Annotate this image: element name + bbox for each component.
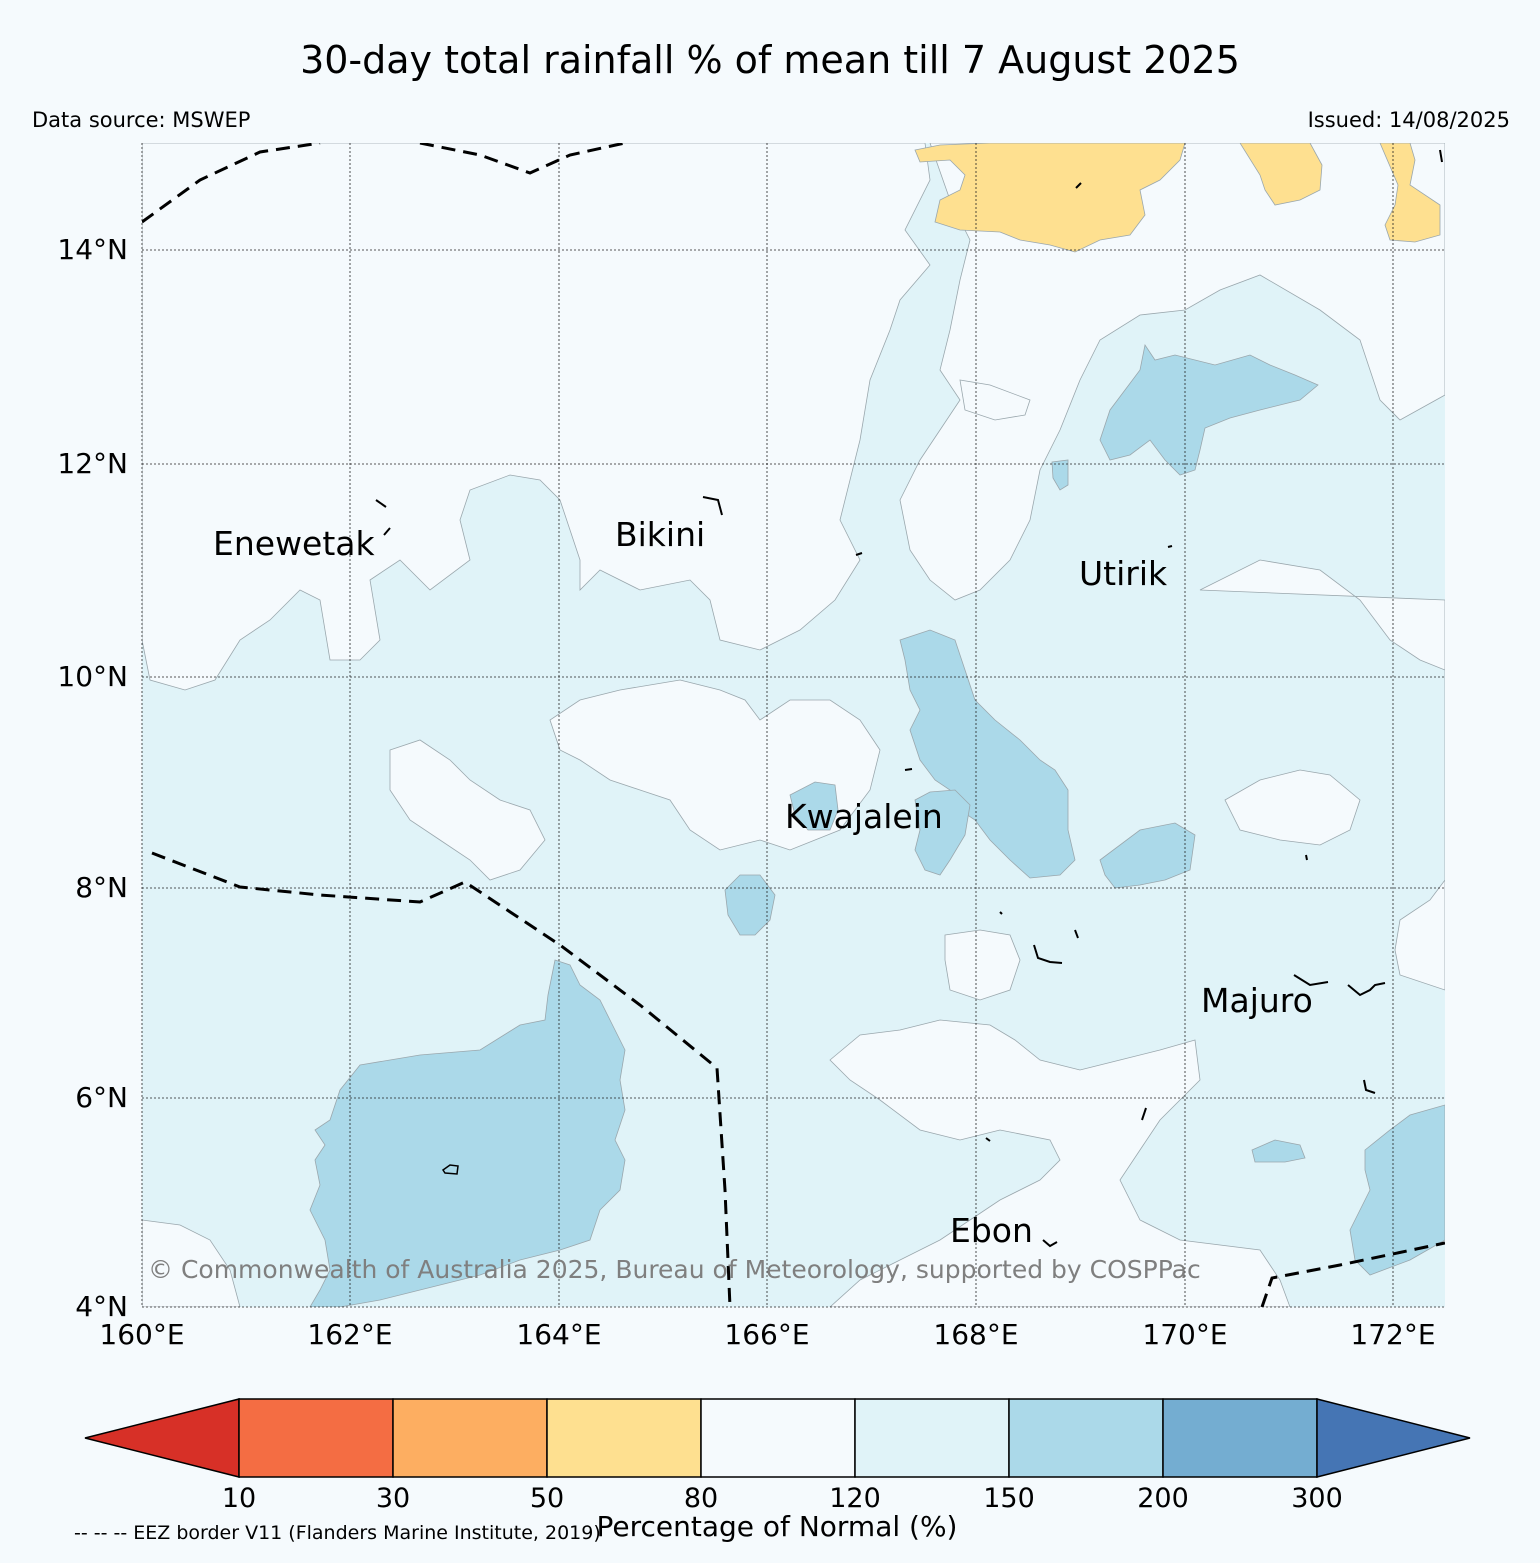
lat-label: 6°N bbox=[75, 1081, 128, 1114]
colorbar-segment bbox=[854, 1398, 1010, 1478]
lat-label: 4°N bbox=[75, 1290, 128, 1323]
normal-rainfall-region bbox=[142, 1219, 241, 1307]
place-label-ebon: Ebon bbox=[950, 1211, 1033, 1250]
dry-region bbox=[914, 143, 1186, 253]
wet-region bbox=[1099, 822, 1196, 889]
colorbar-segment bbox=[700, 1398, 856, 1478]
place-label-kwajalein: Kwajalein bbox=[785, 797, 943, 836]
wet-region bbox=[309, 959, 626, 1307]
normal-rainfall-region bbox=[1224, 769, 1361, 846]
colorbar-tick: 10 bbox=[222, 1483, 256, 1514]
eez-border-note: -- -- -- EEZ border V11 (Flanders Marine… bbox=[74, 1522, 601, 1544]
colorbar-segment bbox=[1008, 1398, 1164, 1478]
lon-label: 160°E bbox=[99, 1318, 184, 1351]
graticule bbox=[141, 143, 1445, 1308]
lon-label: 166°E bbox=[724, 1318, 809, 1351]
copyright-notice: © Commonwealth of Australia 2025, Bureau… bbox=[148, 1255, 1201, 1284]
colorbar-segment bbox=[392, 1398, 548, 1478]
colorbar-tick: 120 bbox=[829, 1483, 881, 1514]
colorbar-tick: 200 bbox=[1137, 1483, 1189, 1514]
wet-region bbox=[789, 781, 839, 831]
lon-label: 172°E bbox=[1350, 1318, 1435, 1351]
wet-region bbox=[914, 789, 971, 876]
colorbar-tick: 300 bbox=[1291, 1483, 1343, 1514]
wet-region bbox=[1251, 1139, 1306, 1163]
eez-border bbox=[142, 143, 1445, 1307]
normal-rainfall-region bbox=[899, 143, 1445, 601]
colorbar-tick: 30 bbox=[376, 1483, 410, 1514]
data-source-label: Data source: MSWEP bbox=[32, 108, 251, 132]
place-label-utirik: Utirik bbox=[1079, 554, 1168, 593]
colorbar bbox=[84, 1398, 1471, 1478]
dry-region bbox=[1239, 143, 1323, 206]
normal-rainfall-region bbox=[142, 143, 931, 691]
issued-date-label: Issued: 14/08/2025 bbox=[1307, 108, 1510, 132]
colorbar-tick: 150 bbox=[983, 1483, 1035, 1514]
lon-label: 164°E bbox=[516, 1318, 601, 1351]
place-label-bikini: Bikini bbox=[615, 515, 705, 554]
island-coastlines bbox=[375, 149, 1443, 1248]
colorbar-tick: 50 bbox=[530, 1483, 564, 1514]
lat-label: 14°N bbox=[57, 233, 128, 266]
lat-label: 12°N bbox=[57, 447, 128, 480]
dry-region bbox=[1379, 143, 1441, 243]
colorbar-extend-high bbox=[1316, 1398, 1471, 1478]
lon-label: 170°E bbox=[1142, 1318, 1227, 1351]
wet-region bbox=[1349, 1104, 1445, 1276]
colorbar-segment bbox=[238, 1398, 394, 1478]
normal-rainfall-region bbox=[944, 929, 1021, 1001]
map-title: 30-day total rainfall % of mean till 7 A… bbox=[300, 38, 1240, 82]
lat-label: 10°N bbox=[57, 660, 128, 693]
normal-rainfall-region bbox=[829, 1019, 1291, 1307]
wet-region bbox=[1051, 459, 1069, 491]
wet-region bbox=[899, 629, 1076, 879]
place-label-enewetak: Enewetak bbox=[213, 524, 376, 563]
normal-rainfall-region bbox=[959, 379, 1031, 421]
lon-label: 168°E bbox=[933, 1318, 1018, 1351]
place-label-majuro: Majuro bbox=[1201, 981, 1313, 1020]
wet-region bbox=[1099, 343, 1319, 476]
lon-label: 162°E bbox=[307, 1318, 392, 1351]
wet-region bbox=[724, 874, 776, 936]
colorbar-tick: 80 bbox=[684, 1483, 718, 1514]
normal-rainfall-region bbox=[1199, 559, 1445, 991]
colorbar-segment bbox=[546, 1398, 702, 1478]
normal-rainfall-region bbox=[389, 739, 546, 881]
lat-label: 8°N bbox=[75, 871, 128, 904]
colorbar-segment bbox=[1162, 1398, 1318, 1478]
colorbar-extend-low bbox=[84, 1398, 240, 1478]
colorbar-title: Percentage of Normal (%) bbox=[596, 1510, 958, 1543]
